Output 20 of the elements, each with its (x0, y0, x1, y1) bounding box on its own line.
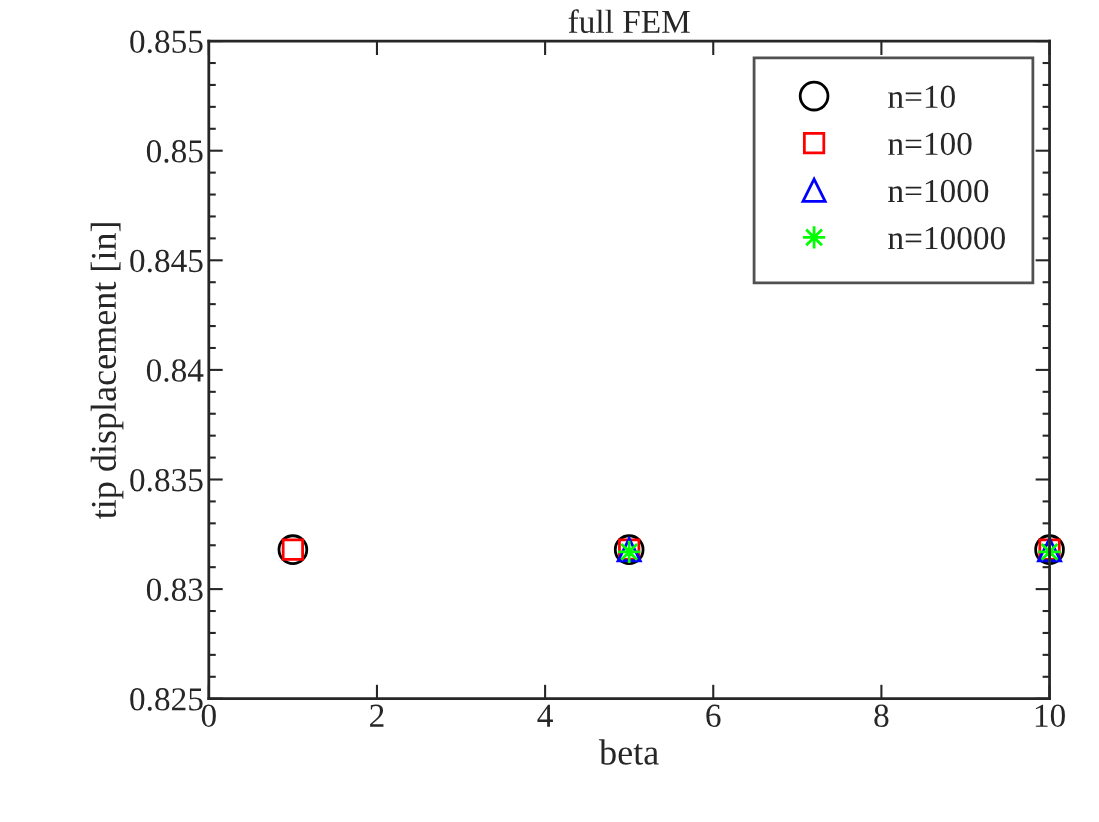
y-tick-label: 0.83 (146, 578, 203, 602)
x-tick-label: 2 (370, 704, 384, 727)
y-tick-label: 0.825 (130, 688, 203, 711)
x-tick-label: 4 (537, 704, 553, 727)
legend-label: n=10 (888, 85, 955, 109)
x-tick-label: 0 (201, 704, 216, 728)
x-tick-label: 8 (874, 704, 889, 728)
y-axis-title: tip displacement [in] (90, 223, 124, 519)
y-tick-label: 0.84 (146, 359, 204, 382)
y-tick-label: 0.845 (130, 249, 203, 273)
y-tick-label: 0.835 (130, 468, 203, 492)
y-tick-label: 0.85 (146, 140, 203, 163)
x-axis-title: beta (599, 739, 659, 765)
legend-label: n=10000 (888, 226, 1005, 250)
legend-label: n=1000 (888, 179, 989, 203)
x-tick-label: 10 (1035, 704, 1065, 728)
chart-title: full FEM (568, 9, 690, 34)
x-tick-label: 6 (706, 704, 721, 728)
y-tick-label: 0.855 (130, 30, 203, 54)
legend-label: n=100 (888, 132, 972, 156)
